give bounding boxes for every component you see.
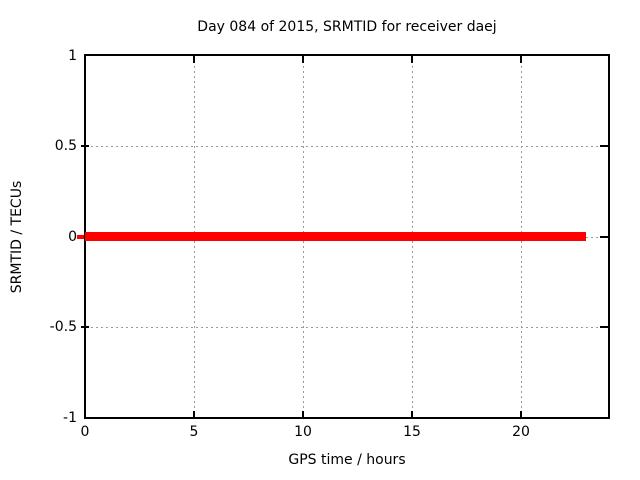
y-tick-label: 0.5	[54, 138, 77, 154]
x-tick-label: 10	[294, 424, 312, 440]
y-tick-label: 0	[68, 229, 77, 245]
x-axis-label: GPS time / hours	[288, 452, 406, 468]
x-tick-mark-20	[520, 411, 522, 418]
x-tick-label: 0	[80, 424, 90, 440]
y-tick-label: -0.5	[49, 319, 77, 335]
x-tick-mark-top-5	[193, 56, 195, 63]
x-tick-label: 5	[189, 424, 199, 440]
x-tick-mark-15	[411, 411, 413, 418]
x-tick-mark-10	[302, 411, 304, 418]
x-tick-mark-top-10	[302, 56, 304, 63]
x-tick-label: 20	[512, 424, 530, 440]
data-series-line-left-cap	[77, 235, 84, 239]
y-tick-mark-right-0	[600, 236, 608, 238]
y-axis-label: SRMTID / TECUs	[9, 180, 25, 294]
y-tick-label: 1	[68, 48, 77, 64]
data-series-line	[85, 232, 586, 241]
y-tick-mark-0.5	[81, 145, 89, 147]
gridline-y-0.5	[86, 146, 608, 147]
y-tick-mark-right--0.5	[600, 326, 608, 328]
x-tick-mark-top-15	[411, 56, 413, 63]
x-tick-mark-top-20	[520, 56, 522, 63]
y-tick-mark--0.5	[81, 326, 89, 328]
y-tick-mark-right-0.5	[600, 145, 608, 147]
x-tick-label: 15	[403, 424, 421, 440]
x-tick-mark-5	[193, 411, 195, 418]
chart-title: Day 084 of 2015, SRMTID for receiver dae…	[197, 19, 497, 35]
y-tick-label: -1	[63, 410, 77, 426]
gridline-y--0.5	[86, 327, 608, 328]
